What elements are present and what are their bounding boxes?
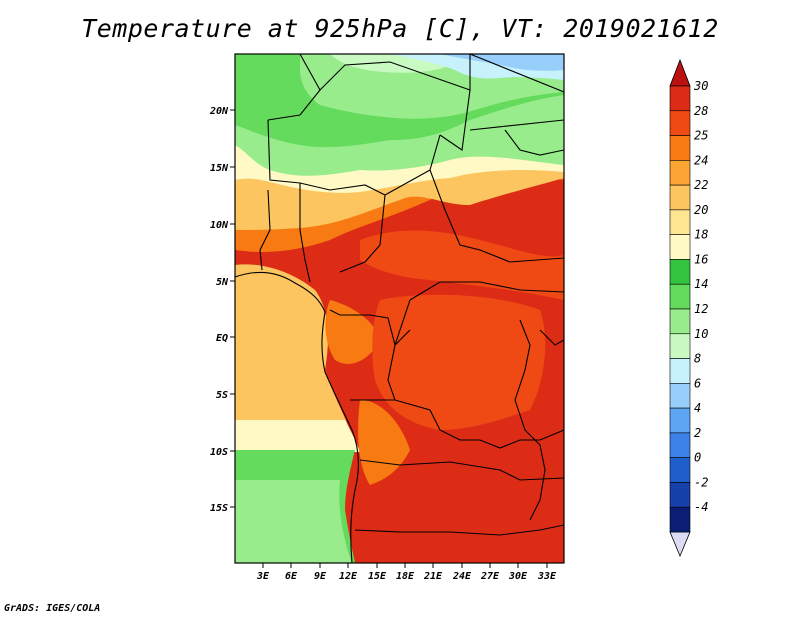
colorbar-swatch — [669, 135, 691, 161]
field-angola-coast-25 — [358, 400, 410, 485]
colorbar-label: 22 — [694, 178, 708, 192]
field-congo-28 — [372, 294, 546, 430]
colorbar-label: 12 — [694, 302, 708, 316]
colorbar-label: 8 — [694, 352, 701, 366]
lon-label-21e: 21E — [423, 571, 443, 582]
colorbar-swatch — [669, 160, 691, 186]
colorbar-swatch — [669, 308, 691, 335]
lat-label-15n: 15N — [210, 163, 229, 174]
lon-label-30e: 30E — [508, 571, 528, 582]
colorbar-label: -4 — [694, 500, 708, 514]
lon-label-9e: 9E — [314, 571, 327, 582]
lat-label-15s: 15S — [210, 503, 228, 514]
field-coast-25 — [325, 300, 380, 364]
lon-label-33e: 33E — [537, 571, 557, 582]
country-borders — [235, 54, 564, 563]
colorbar-swatch — [669, 432, 691, 458]
lon-label-15e: 15E — [368, 571, 387, 582]
colorbar-swatch — [669, 383, 691, 409]
lon-label-6e: 6E — [285, 571, 298, 582]
colorbar-swatch — [669, 259, 691, 285]
lat-label-eq: EQ — [216, 333, 228, 344]
colorbar-label: 16 — [694, 252, 708, 266]
field-sahel-28 — [360, 230, 564, 300]
colorbar-swatch — [669, 283, 691, 310]
colorbar-swatch — [669, 85, 691, 112]
lon-label-3e: 3E — [256, 571, 270, 582]
field-atlantic-22 — [235, 264, 355, 445]
lat-label-10s: 10S — [210, 447, 228, 458]
colorbar-label: 20 — [694, 203, 708, 217]
colorbar-swatch — [669, 184, 691, 211]
colorbar-label: 2 — [694, 426, 701, 440]
colorbar-top-arrow — [669, 58, 691, 87]
lat-label-10n: 10N — [210, 220, 229, 231]
lon-label-24e: 24E — [452, 571, 472, 582]
colorbar-label: 14 — [694, 277, 708, 291]
field-atlantic-18 — [235, 420, 360, 452]
colorbar-swatch — [669, 110, 691, 136]
colorbar-swatch — [669, 457, 691, 483]
lat-label-5s: 5S — [216, 390, 228, 401]
lon-label-27e: 27E — [480, 571, 500, 582]
colorbar-label: 28 — [694, 104, 708, 118]
colorbar-label: 18 — [694, 228, 708, 242]
lat-label-5n: 5N — [216, 277, 229, 288]
colorbar-label: 4 — [694, 401, 701, 415]
colorbar-swatch — [669, 358, 691, 384]
colorbar-swatch — [669, 482, 691, 508]
colorbar-swatch — [669, 333, 691, 359]
colorbar-label: 6 — [694, 376, 701, 390]
colorbar-label: 0 — [694, 451, 701, 465]
field-band-8 — [440, 54, 564, 71]
lat-label-20n: 20N — [209, 106, 229, 117]
lon-label-18e: 18E — [396, 571, 415, 582]
lat-axis: 20N 15N 10N 5N EQ 5S 10S 15S — [209, 106, 235, 514]
colorbar-label: 24 — [694, 153, 708, 167]
temperature-field — [235, 54, 564, 563]
field-south-atlantic-14 — [235, 480, 352, 563]
lon-axis: 3E 6E 9E 12E 15E 18E 21E 24E 27E 30E 33E — [256, 563, 557, 582]
lon-label-12e: 12E — [339, 571, 358, 582]
credit-label: GrADS: IGES/COLA — [4, 603, 101, 614]
colorbar-swatch — [669, 209, 691, 235]
colorbar-label: 25 — [694, 129, 708, 143]
chart-title: Temperature at 925hPa [C], VT: 201902161… — [81, 14, 719, 43]
colorbar-swatch — [669, 407, 691, 434]
colorbar-swatch — [669, 506, 691, 533]
colorbar-label: 30 — [693, 79, 708, 93]
colorbar-label: -2 — [694, 475, 708, 489]
map-frame — [234, 53, 565, 564]
colorbar-bottom-arrow — [669, 531, 691, 558]
colorbar-label: 10 — [694, 327, 708, 341]
colorbar-swatch — [669, 234, 691, 260]
